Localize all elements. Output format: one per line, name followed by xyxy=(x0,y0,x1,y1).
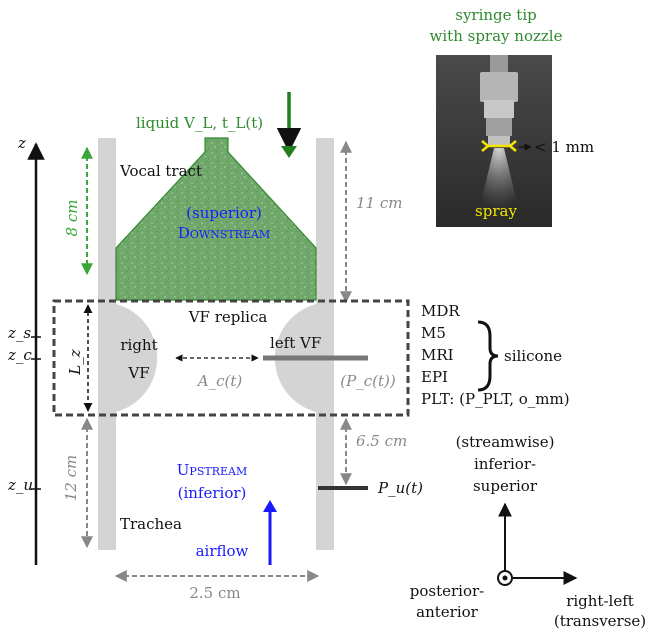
size-label: < 1 mm xyxy=(534,138,594,156)
vf-replica-box xyxy=(52,299,410,417)
posterior-label-2: anterior xyxy=(416,603,479,621)
zc-label: z_c xyxy=(7,346,32,364)
height-8cm-label: 8 cm xyxy=(63,200,81,237)
streamwise-label-2: inferior- xyxy=(474,455,536,473)
left-wall xyxy=(98,138,116,550)
streamwise-label-1: (streamwise) xyxy=(456,433,555,451)
right-wall xyxy=(316,138,334,550)
right-vf-label-2: VF xyxy=(127,364,149,382)
right-left-label-1: right-left xyxy=(566,592,634,610)
height-12cm-label: 12 cm xyxy=(62,455,80,501)
right-vf-label-1: right xyxy=(120,336,157,354)
gap-11cm-label: 11 cm xyxy=(356,194,402,212)
right-left-label-2: (transverse) xyxy=(554,612,646,630)
plt-label: PLT: (P_PLT, o_mm) xyxy=(421,390,570,408)
photo-title-2: with spray nozzle xyxy=(430,27,563,45)
lz-label: L_z xyxy=(66,349,84,375)
silicone-label: silicone xyxy=(504,347,562,365)
liquid-label: liquid V_L, t_L(t) xyxy=(136,114,263,132)
streamwise-label-3: superior xyxy=(473,477,538,495)
vf-replica-label: VF replica xyxy=(188,308,268,326)
left-vf-label: left VF xyxy=(270,334,321,352)
gap-6-5cm-label: 6.5 cm xyxy=(356,432,407,450)
vocal-tract-label: Vocal tract xyxy=(119,162,202,180)
trachea-label: Trachea xyxy=(120,515,182,533)
syringe-photo xyxy=(436,55,552,227)
width-2-5cm-label: 2.5 cm xyxy=(189,584,240,602)
replica-item-mdr: MDR xyxy=(421,302,460,320)
spray-label: spray xyxy=(475,202,517,220)
area-label: A_c(t) xyxy=(196,372,243,390)
replica-item-epi: EPI xyxy=(421,368,448,386)
z-axis-label: z xyxy=(17,134,26,152)
replica-item-mri: MRI xyxy=(421,346,454,364)
zs-label: z_s xyxy=(7,324,31,342)
downstream-label-2: Downstream xyxy=(178,224,270,242)
nozzle-body-icon xyxy=(480,72,518,102)
liquid-region xyxy=(115,137,317,301)
downstream-label-1: (superior) xyxy=(186,204,262,222)
posterior-label-1: posterior- xyxy=(410,582,484,600)
zu-label: z_u xyxy=(7,476,33,494)
nozzle-cap-icon xyxy=(490,55,508,73)
right-vf-fold xyxy=(116,304,158,412)
upstream-pressure-label: P_u(t) xyxy=(377,479,423,497)
upstream-label-2: (inferior) xyxy=(178,484,247,502)
replica-item-m5: M5 xyxy=(421,324,446,342)
photo-title-1: syringe tip xyxy=(455,6,536,24)
size-marker-icon xyxy=(481,140,517,152)
spray-cone-icon xyxy=(478,148,520,215)
silicone-brace-icon xyxy=(477,320,499,392)
upstream-label-1: Upstream xyxy=(177,461,247,479)
vf-pressure-label: (P_c(t)) xyxy=(340,372,396,390)
airflow-label: airflow xyxy=(196,542,249,560)
